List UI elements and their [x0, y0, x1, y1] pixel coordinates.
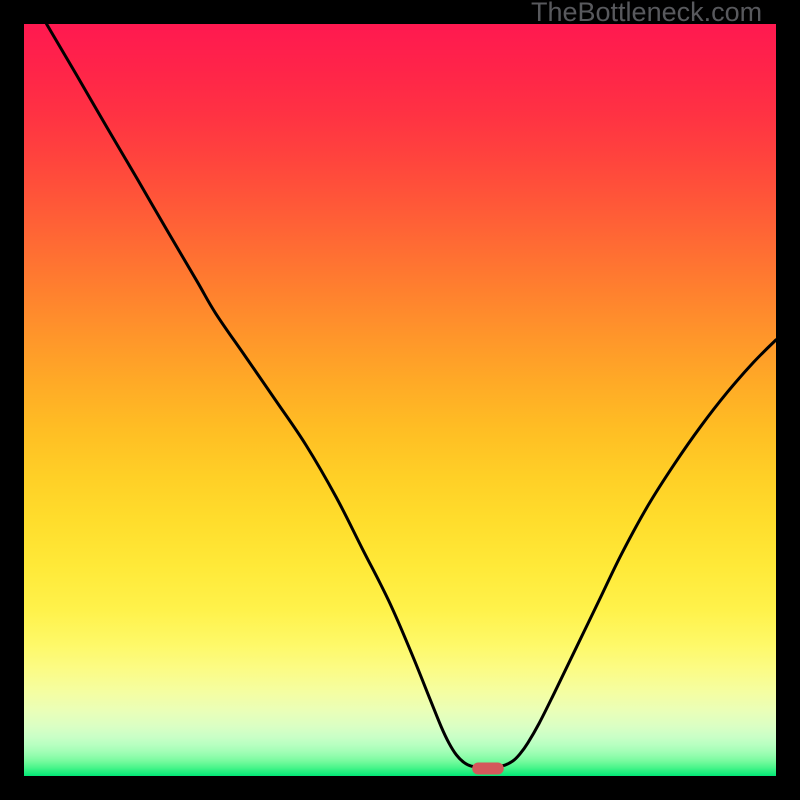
plot-area — [24, 24, 776, 776]
chart-svg — [24, 24, 776, 776]
watermark-text: TheBottleneck.com — [531, 0, 762, 28]
optimum-marker — [472, 762, 504, 774]
gradient-background — [24, 24, 776, 776]
